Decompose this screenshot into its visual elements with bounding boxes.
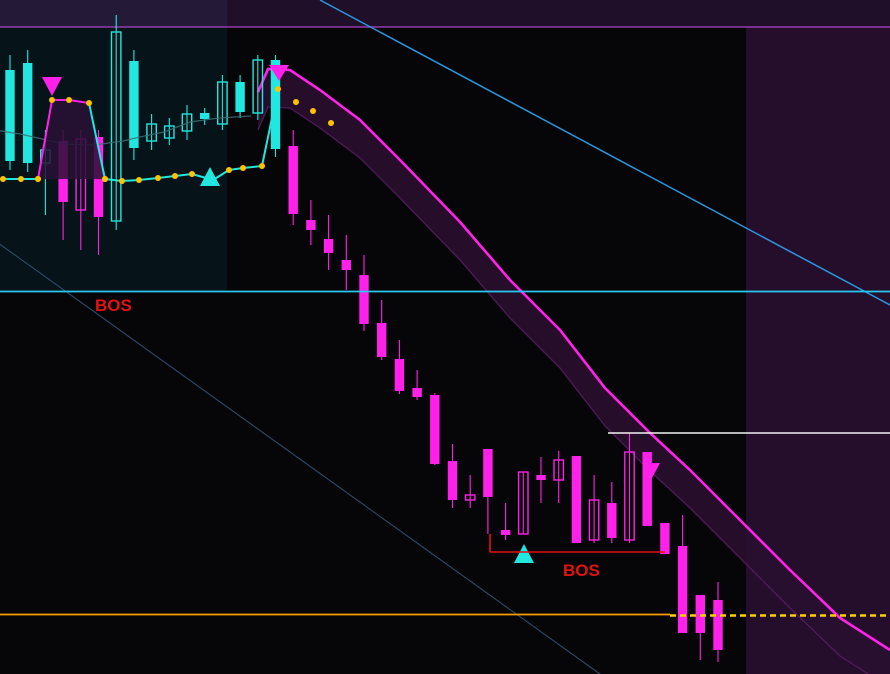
svg-text:BOS: BOS — [563, 561, 600, 580]
svg-text:BOS: BOS — [95, 296, 132, 315]
